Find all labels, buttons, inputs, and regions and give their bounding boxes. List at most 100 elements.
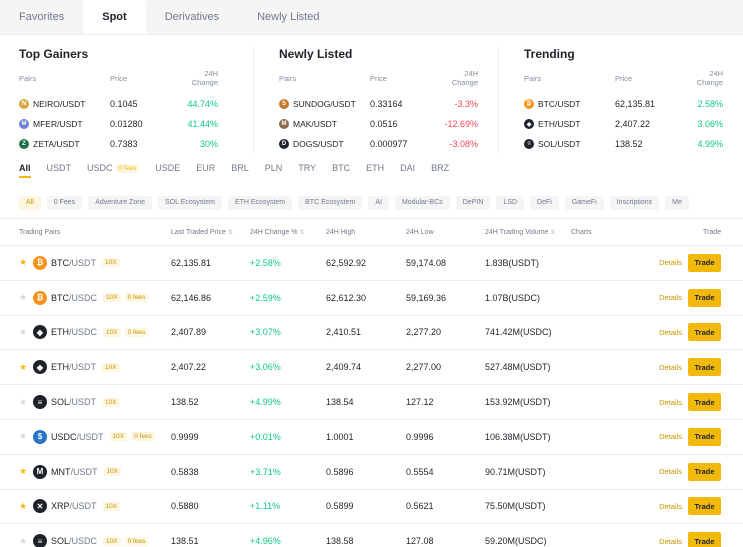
pair-name[interactable]: ETH/USDT — [51, 362, 96, 372]
overview-pair-row[interactable]: M MAK/USDT 0.0516 -12.69% — [279, 114, 478, 134]
quote-tab-eur[interactable]: EUR — [196, 163, 215, 173]
quote-tab-brl[interactable]: BRL — [231, 163, 249, 173]
details-link[interactable]: Details — [659, 293, 682, 303]
details-link[interactable]: Details — [659, 397, 682, 407]
filter-chip-all[interactable]: All — [19, 196, 41, 210]
pair-name[interactable]: ETH/USDC — [51, 327, 97, 337]
filter-chip-inscriptions[interactable]: Inscriptions — [609, 196, 660, 210]
quote-tab-btc[interactable]: BTC — [332, 163, 350, 173]
favorite-star-icon[interactable]: ★ — [19, 431, 28, 442]
details-link[interactable]: Details — [659, 327, 682, 337]
table-row[interactable]: ★ ◆ ETH/USDC 10X 0 fees 2,407.89 +3.07% 2,410.5… — [0, 316, 743, 351]
pair-name[interactable]: SOL/USDC — [51, 536, 97, 546]
overview-pair-row[interactable]: N NEIRO/USDT 0.1045 44.74% — [19, 94, 233, 114]
favorite-star-icon[interactable]: ★ — [19, 535, 28, 546]
quote-tab-pln[interactable]: PLN — [265, 163, 283, 173]
overview-pair-row[interactable]: ≡ SOL/USDT 138.52 4.99% — [524, 134, 723, 154]
filter-chip-modular-bcs[interactable]: Modular-BCs — [394, 196, 450, 210]
newly-listed-title[interactable]: Newly Listed — [279, 47, 353, 61]
quote-tab-usdc[interactable]: USDC 0 fees — [87, 163, 140, 173]
overview-pair-row[interactable]: D DOGS/USDT 0.000977 -3.08% — [279, 134, 478, 154]
overview-pair-row[interactable]: S SUNDOG/USDT 0.33164 -3.3% — [279, 94, 478, 114]
quote-tab-brz[interactable]: BRZ — [431, 163, 449, 173]
tab-favorites[interactable]: Favorites — [19, 11, 65, 23]
overview-pair-row[interactable]: ◆ ETH/USDT 2,407.22 3.06% — [524, 114, 723, 134]
top-gainers-title[interactable]: Top Gainers — [19, 47, 89, 61]
pair-quote: /USDC — [69, 292, 98, 303]
table-row[interactable]: ★ ◆ ETH/USDT 10X 2,407.22 +3.06% 2,409.74 2,277… — [0, 350, 743, 386]
filter-chip-btc-ecosystem[interactable]: BTC Ecosystem — [298, 196, 363, 210]
tab-spot[interactable]: Spot — [83, 0, 146, 34]
table-row[interactable]: ★ $ USDC/USDT 10X 0 fees 0.9999 +0.01% 1.0001 0.… — [0, 420, 743, 455]
quote-tab-usdt[interactable]: USDT — [47, 163, 72, 173]
filter-chip-lsd[interactable]: LSD — [496, 196, 525, 210]
quote-tab-try[interactable]: TRY — [298, 163, 316, 173]
table-row[interactable]: ★ ≡ SOL/USDC 10X 0 fees 138.51 +4.96% 138.58 127… — [0, 524, 743, 547]
newly-listed-header: Pairs Price 24H Change — [279, 69, 478, 87]
pair-quote: /USDT — [76, 431, 104, 442]
trade-button[interactable]: Trade — [688, 532, 721, 547]
category-filter-chips: All 0 Fees Adventure Zone SOL Ecosystem ETH … — [0, 196, 743, 212]
table-row[interactable]: ★ M MNT/USDT 10X 0.5838 +3.71% 0.5896 0.5554 90.… — [0, 455, 743, 490]
quote-tab-usde[interactable]: USDE — [155, 163, 180, 173]
header-last-price[interactable]: Last Traded Price ⇅ — [171, 229, 250, 236]
tab-newly-listed[interactable]: Newly Listed — [257, 11, 320, 23]
filter-chip-sol-ecosystem[interactable]: SOL Ecosystem — [158, 196, 222, 210]
high-24h: 0.5896 — [326, 466, 354, 477]
header-trade: Trade — [653, 229, 743, 236]
table-row[interactable]: ★ ✕ XRP/USDT 10X 0.5880 +1.11% 0.5899 0.5621 75.… — [0, 490, 743, 525]
details-link[interactable]: Details — [659, 258, 682, 268]
details-link[interactable]: Details — [659, 536, 682, 546]
trending-title[interactable]: Trending — [524, 47, 575, 61]
filter-chip-defi[interactable]: DeFi — [530, 196, 559, 210]
table-row[interactable]: ★ ≡ SOL/USDT 10X 138.52 +4.99% 138.54 127.12 153… — [0, 385, 743, 420]
favorite-star-icon[interactable]: ★ — [19, 500, 28, 511]
quote-tab-dai[interactable]: DAI — [400, 163, 415, 173]
last-price: 0.9999 — [171, 431, 199, 442]
filter-chip-eth-ecosystem[interactable]: ETH Ecosystem — [227, 196, 293, 210]
quote-tab-eth[interactable]: ETH — [366, 163, 384, 173]
filter-chip-0-fees[interactable]: 0 Fees — [46, 196, 83, 210]
details-link[interactable]: Details — [659, 501, 682, 511]
trade-button[interactable]: Trade — [688, 358, 721, 377]
trade-button[interactable]: Trade — [688, 427, 721, 446]
filter-chip-adventure-zone[interactable]: Adventure Zone — [88, 196, 152, 210]
pair-name[interactable]: XRP/USDT — [51, 501, 97, 511]
header-24h-volume[interactable]: 24H Trading Volume ⇅ — [485, 229, 571, 236]
trade-button[interactable]: Trade — [688, 288, 721, 307]
trade-button[interactable]: Trade — [688, 462, 721, 481]
favorite-star-icon[interactable]: ★ — [19, 292, 28, 303]
header-24h-change[interactable]: 24H Change % ⇅ — [250, 229, 326, 236]
favorite-star-icon[interactable]: ★ — [19, 361, 28, 372]
favorite-star-icon[interactable]: ★ — [19, 257, 28, 268]
filter-chip-me[interactable]: Me — [665, 196, 689, 210]
details-link[interactable]: Details — [659, 362, 682, 372]
overview-pair-row[interactable]: M MFER/USDT 0.01280 41.44% — [19, 114, 233, 134]
details-link[interactable]: Details — [659, 432, 682, 442]
sol-icon: ≡ — [33, 534, 47, 547]
trade-button[interactable]: Trade — [688, 253, 721, 272]
trade-button[interactable]: Trade — [688, 323, 721, 342]
pair-name[interactable]: USDC/USDT — [51, 432, 104, 442]
trade-button[interactable]: Trade — [688, 393, 721, 412]
overview-pair-row[interactable]: ₿ BTC/USDT 62,135.81 2.58% — [524, 94, 723, 114]
overview-pair-change: -3.3% — [454, 99, 478, 109]
pair-name[interactable]: BTC/USDT — [51, 258, 96, 268]
favorite-star-icon[interactable]: ★ — [19, 466, 28, 477]
trade-button[interactable]: Trade — [688, 497, 721, 516]
filter-chip-ai[interactable]: AI — [368, 196, 389, 210]
quote-tab-all[interactable]: All — [19, 163, 31, 178]
pair-name[interactable]: MNT/USDT — [51, 467, 98, 477]
filter-chip-depin[interactable]: DePIN — [455, 196, 491, 210]
leverage-badge: 10X — [102, 362, 120, 372]
favorite-star-icon[interactable]: ★ — [19, 396, 28, 407]
overview-pair-row[interactable]: Z ZETA/USDT 0.7383 30% — [19, 134, 233, 154]
pair-name[interactable]: BTC/USDC — [51, 293, 97, 303]
table-row[interactable]: ★ ₿ BTC/USDC 10X 0 fees 62,146.86 +2.59% 62,612… — [0, 281, 743, 316]
favorite-star-icon[interactable]: ★ — [19, 326, 28, 337]
tab-derivatives[interactable]: Derivatives — [164, 11, 220, 23]
filter-chip-gamefi[interactable]: GameFi — [564, 196, 604, 210]
table-row[interactable]: ★ ₿ BTC/USDT 10X 62,135.81 +2.58% 62,592.92 59,… — [0, 246, 743, 281]
pair-name[interactable]: SOL/USDT — [51, 397, 96, 407]
details-link[interactable]: Details — [659, 467, 682, 477]
